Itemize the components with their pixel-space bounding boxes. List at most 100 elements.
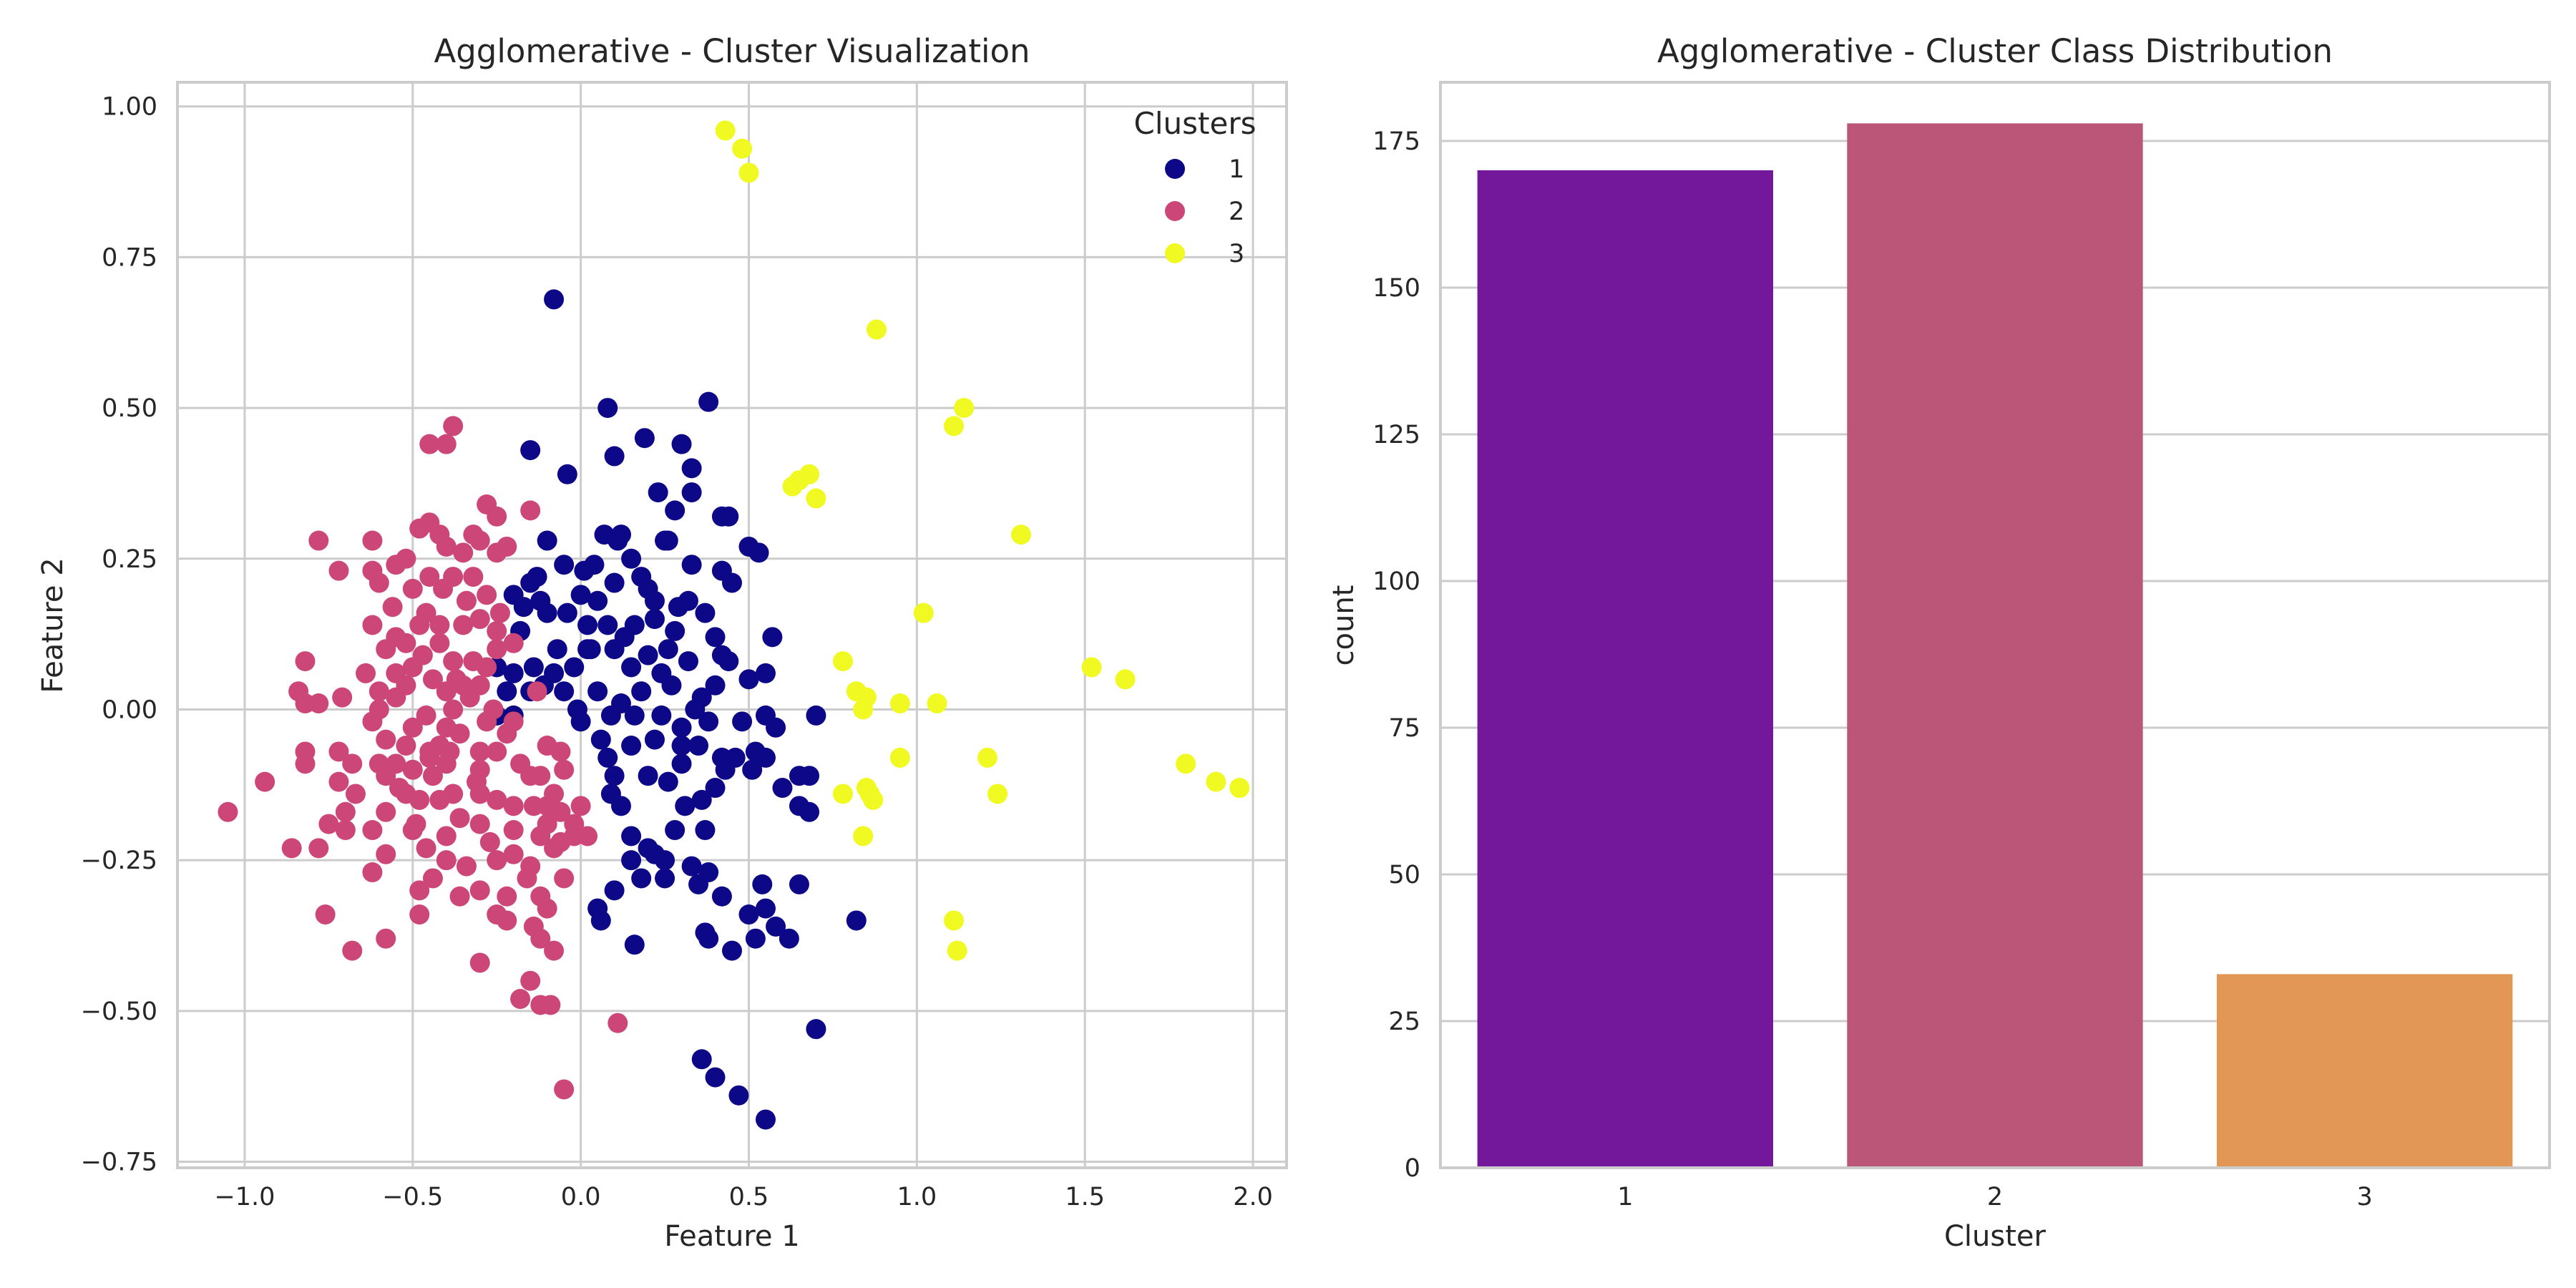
scatter-x-tick-label: 1.5: [1065, 1183, 1105, 1211]
scatter-point: [342, 753, 363, 774]
scatter-point: [503, 633, 524, 653]
scatter-gridlines: [177, 82, 1287, 1168]
scatter-point: [456, 856, 477, 877]
scatter-point: [567, 699, 587, 720]
scatter-point: [436, 434, 457, 454]
scatter-point: [389, 778, 409, 799]
scatter-point: [436, 826, 457, 847]
scatter-y-axis-label: Feature 2: [36, 557, 69, 693]
scatter-point: [695, 602, 716, 623]
scatter-point: [913, 602, 934, 623]
scatter-point: [487, 639, 507, 660]
scatter-chart: −1.0 −0.5 0.0 0.5 1.0 1.5 2.0 −0.75 −0.50 −0.25 0…: [36, 32, 1288, 1253]
scatter-point: [681, 555, 702, 575]
scatter-point: [369, 699, 389, 720]
scatter-point: [597, 615, 618, 635]
scatter-point: [342, 940, 363, 961]
bar-cluster-3: [2217, 974, 2513, 1168]
scatter-point: [655, 868, 675, 889]
scatter-point: [853, 826, 874, 847]
scatter-point: [671, 434, 692, 454]
scatter-point: [487, 741, 507, 762]
scatter-point: [544, 784, 565, 804]
scatter-point: [376, 766, 396, 786]
legend-marker-3: [1165, 243, 1185, 263]
scatter-point: [527, 567, 547, 587]
scatter-point: [590, 729, 611, 750]
scatter-y-tick-label: 0.00: [102, 696, 157, 724]
series-cluster-3: [715, 120, 1250, 961]
legend-marker-2: [1165, 201, 1185, 221]
scatter-point: [631, 868, 652, 889]
scatter-point: [396, 736, 416, 756]
scatter-point: [705, 627, 726, 648]
scatter-point: [376, 729, 396, 750]
bar-cluster-2: [1847, 123, 2143, 1168]
scatter-point: [755, 747, 776, 768]
scatter-point: [530, 766, 551, 786]
scatter-point: [510, 989, 531, 1010]
scatter-point: [429, 633, 450, 653]
scatter-point: [530, 928, 551, 949]
scatter-point: [537, 814, 557, 834]
scatter-point: [755, 898, 776, 919]
scatter-title: Agglomerative - Cluster Visualization: [434, 32, 1030, 70]
scatter-point: [537, 602, 557, 623]
scatter-points: [218, 120, 1250, 1130]
scatter-point: [648, 482, 668, 503]
scatter-point: [419, 567, 440, 587]
scatter-point: [638, 766, 658, 786]
scatter-point: [655, 530, 675, 551]
scatter-point: [459, 687, 480, 708]
scatter-point: [517, 868, 537, 889]
bar-plot-frame: [1439, 81, 2551, 1169]
scatter-point: [396, 548, 416, 569]
scatter-point: [577, 639, 598, 660]
scatter-point: [295, 651, 316, 672]
scatter-point: [520, 500, 541, 521]
scatter-point: [544, 940, 565, 961]
scatter-point: [570, 796, 591, 816]
scatter-point: [644, 609, 665, 630]
scatter-point: [477, 585, 497, 605]
scatter-point: [665, 820, 686, 841]
scatter-x-tick-label: 0.5: [729, 1183, 769, 1211]
bar-title: Agglomerative - Cluster Class Distributi…: [1657, 32, 2333, 70]
scatter-point: [544, 289, 565, 310]
scatter-point: [1176, 753, 1196, 774]
scatter-point: [597, 747, 618, 768]
scatter-point: [604, 766, 625, 786]
scatter-point: [728, 1085, 749, 1106]
scatter-point: [436, 850, 457, 871]
scatter-point: [335, 820, 356, 841]
scatter-x-tick-labels: −1.0 −0.5 0.0 0.5 1.0 1.5 2.0: [214, 1183, 1272, 1211]
scatter-point: [332, 687, 353, 708]
scatter-point: [433, 578, 454, 599]
scatter-point: [621, 736, 642, 756]
scatter-legend: Clusters 1 2 3: [1134, 106, 1257, 268]
scatter-point: [681, 482, 702, 503]
scatter-point: [443, 699, 464, 720]
scatter-point: [557, 602, 577, 623]
scatter-point: [369, 681, 389, 702]
scatter-point: [1206, 771, 1226, 792]
scatter-point: [554, 555, 575, 575]
scatter-point: [412, 645, 433, 665]
scatter-point: [718, 651, 739, 672]
scatter-point: [523, 657, 544, 678]
scatter-point: [638, 645, 658, 665]
scatter-point: [634, 428, 655, 449]
scatter-point: [671, 717, 692, 738]
bars: [1477, 123, 2513, 1168]
legend-marker-1: [1165, 159, 1185, 179]
scatter-point: [590, 910, 611, 931]
bar-x-axis-label: Cluster: [1944, 1220, 2046, 1253]
scatter-point: [469, 814, 490, 834]
scatter-point: [651, 705, 672, 726]
scatter-point: [681, 458, 702, 479]
bar-y-tick-label: 125: [1372, 421, 1420, 449]
scatter-point: [600, 705, 621, 726]
scatter-point: [386, 687, 406, 708]
scatter-point: [376, 639, 396, 660]
